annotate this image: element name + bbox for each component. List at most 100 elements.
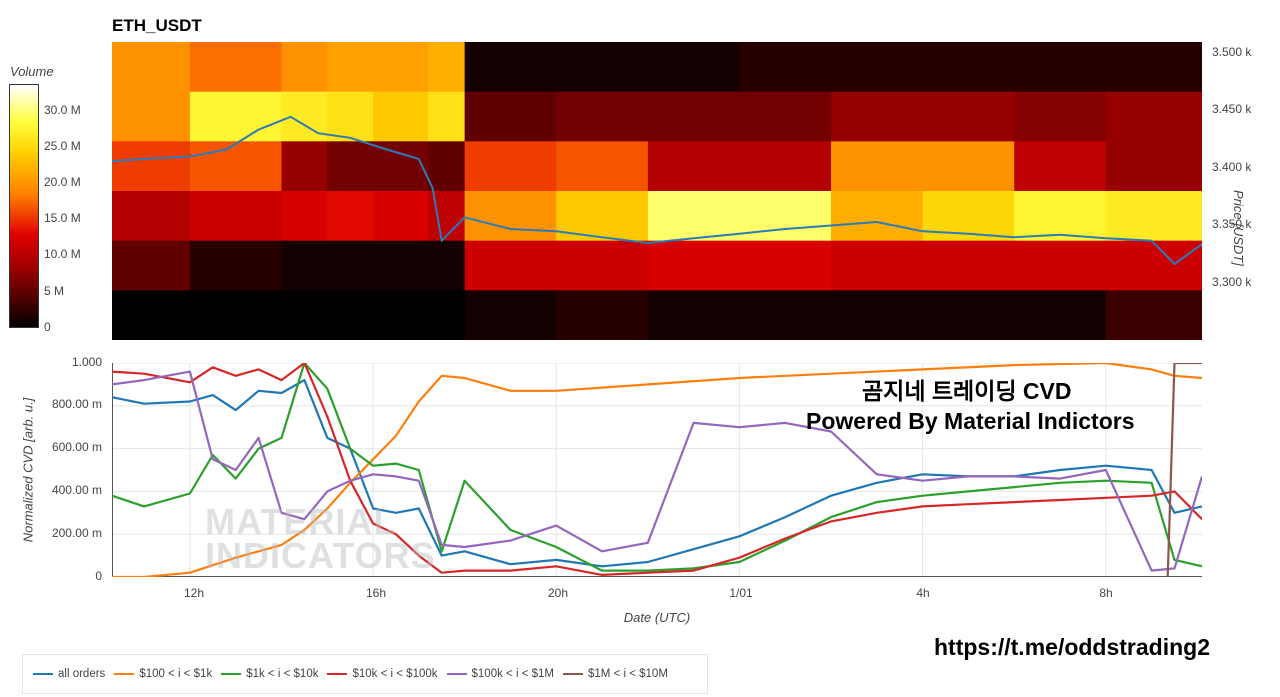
heatmap-cell bbox=[464, 191, 557, 242]
heatmap-cell bbox=[556, 91, 649, 142]
heatmap-cell bbox=[281, 290, 328, 340]
legend-label: $100k < i < $1M bbox=[471, 668, 554, 680]
heatmap-cell bbox=[831, 141, 924, 192]
price-tick: 3.350 k bbox=[1212, 217, 1252, 231]
heatmap-cell bbox=[327, 42, 374, 93]
heatmap-cell bbox=[112, 191, 191, 242]
cvd-tick: 1.000 bbox=[71, 355, 102, 369]
heatmap-cell bbox=[189, 191, 282, 242]
x-tick: 8h bbox=[1099, 586, 1113, 600]
heatmap-cell bbox=[112, 42, 191, 93]
legend-item[interactable]: $1k < i < $10k bbox=[221, 668, 318, 680]
series-line-2 bbox=[112, 363, 1202, 577]
heatmap-cell bbox=[428, 141, 466, 192]
heatmap-cell bbox=[112, 141, 191, 192]
series-line-5 bbox=[112, 370, 1202, 572]
colorbar-tick: 15.0 M bbox=[44, 211, 81, 225]
cvd-tick: 600.00 m bbox=[51, 440, 102, 454]
legend-label: all orders bbox=[58, 668, 106, 680]
heatmap-cell bbox=[327, 290, 374, 340]
heatmap-cell bbox=[189, 240, 282, 291]
legend-label: $100 < i < $1k bbox=[139, 668, 213, 680]
heatmap-cell bbox=[556, 42, 649, 93]
x-tick: 1/01 bbox=[729, 586, 753, 600]
heatmap-cell bbox=[373, 191, 429, 242]
heatmap-cell bbox=[1014, 240, 1107, 291]
heatmap-cell bbox=[831, 290, 924, 340]
colorbar-tick: 25.0 M bbox=[44, 139, 81, 153]
price-tick: 3.500 k bbox=[1212, 45, 1252, 59]
heatmap-cell bbox=[739, 141, 832, 192]
heatmap-cell bbox=[831, 42, 924, 93]
heatmap-cell bbox=[373, 42, 429, 93]
heatmap-cell bbox=[189, 141, 282, 192]
heatmap-cell bbox=[428, 290, 466, 340]
chart-title: ETH_USDT bbox=[112, 16, 202, 35]
price-tick: 3.450 k bbox=[1212, 102, 1252, 116]
colorbar-tick: 30.0 M bbox=[44, 103, 81, 117]
heatmap-cell bbox=[112, 91, 191, 142]
heatmap-cell bbox=[922, 91, 1015, 142]
heatmap-cell bbox=[1105, 141, 1202, 192]
heatmap-cell bbox=[922, 141, 1015, 192]
legend-item[interactable]: $100 < i < $1k bbox=[114, 668, 212, 680]
heatmap-cell bbox=[327, 191, 374, 242]
heatmap-cell bbox=[647, 191, 740, 242]
channel-link[interactable]: https://t.me/oddstrading2 bbox=[934, 634, 1210, 660]
heatmap-cell bbox=[922, 290, 1015, 340]
x-tick: 16h bbox=[365, 586, 387, 600]
legend-label: $1M < i < $10M bbox=[588, 668, 668, 680]
price-line bbox=[112, 115, 1202, 266]
heatmap-cell bbox=[373, 141, 429, 192]
heatmap-cell bbox=[1014, 42, 1107, 93]
heatmap-cell bbox=[831, 91, 924, 142]
heatmap-cell bbox=[1014, 141, 1107, 192]
heatmap-cell bbox=[1014, 290, 1107, 340]
heatmap-cell bbox=[1105, 240, 1202, 291]
heatmap-cell bbox=[739, 191, 832, 242]
heatmap-cell bbox=[281, 42, 328, 93]
volume-heatmap bbox=[112, 42, 1202, 340]
overlay-subtitle: Powered By Material Indictors bbox=[806, 408, 1135, 434]
heatmap-cell bbox=[112, 240, 191, 291]
heatmap-cell bbox=[556, 240, 649, 291]
heatmap-cell bbox=[464, 91, 557, 142]
heatmap-cell bbox=[647, 290, 740, 340]
price-tick: 3.300 k bbox=[1212, 275, 1252, 289]
cvd-tick: 400.00 m bbox=[51, 483, 102, 497]
heatmap-cell bbox=[647, 141, 740, 192]
heatmap-cell bbox=[464, 240, 557, 291]
x-tick: 20h bbox=[547, 586, 569, 600]
heatmap-cell bbox=[647, 42, 740, 93]
heatmap-cell bbox=[556, 290, 649, 340]
heatmap-cell bbox=[739, 240, 832, 291]
cvd-chart bbox=[112, 363, 1202, 577]
heatmap-cell bbox=[327, 141, 374, 192]
legend-swatch bbox=[446, 673, 467, 675]
legend-item[interactable]: all orders bbox=[33, 668, 105, 680]
watermark: MATERIAL INDICATORS bbox=[205, 504, 436, 576]
heatmap-cell bbox=[281, 141, 328, 192]
colorbar-tick: 20.0 M bbox=[44, 175, 81, 189]
legend-swatch bbox=[33, 673, 53, 675]
watermark-line: INDICATORS bbox=[205, 535, 436, 576]
colorbar-tick: 10.0 M bbox=[44, 247, 81, 261]
legend-label: $1k < i < $10k bbox=[246, 668, 319, 680]
series-line-6 bbox=[1166, 363, 1202, 577]
heatmap-cell bbox=[373, 91, 429, 142]
legend-item[interactable]: $10k < i < $100k bbox=[327, 668, 438, 680]
heatmap-cell bbox=[373, 290, 429, 340]
legend-item[interactable]: $1M < i < $10M bbox=[563, 668, 668, 680]
heatmap-cell bbox=[189, 42, 282, 93]
heatmap-cell bbox=[556, 141, 649, 192]
heatmap-cell bbox=[831, 240, 924, 291]
heatmap-cell bbox=[428, 91, 466, 142]
heatmap-cell bbox=[831, 191, 924, 242]
heatmap-cell bbox=[647, 91, 740, 142]
legend-swatch bbox=[114, 673, 135, 675]
colorbar-tick: 5 M bbox=[44, 284, 65, 298]
volume-colorbar bbox=[9, 84, 39, 328]
x-tick: 4h bbox=[916, 586, 930, 600]
legend-item[interactable]: $100k < i < $1M bbox=[446, 668, 554, 680]
heatmap-cell bbox=[1105, 290, 1202, 340]
